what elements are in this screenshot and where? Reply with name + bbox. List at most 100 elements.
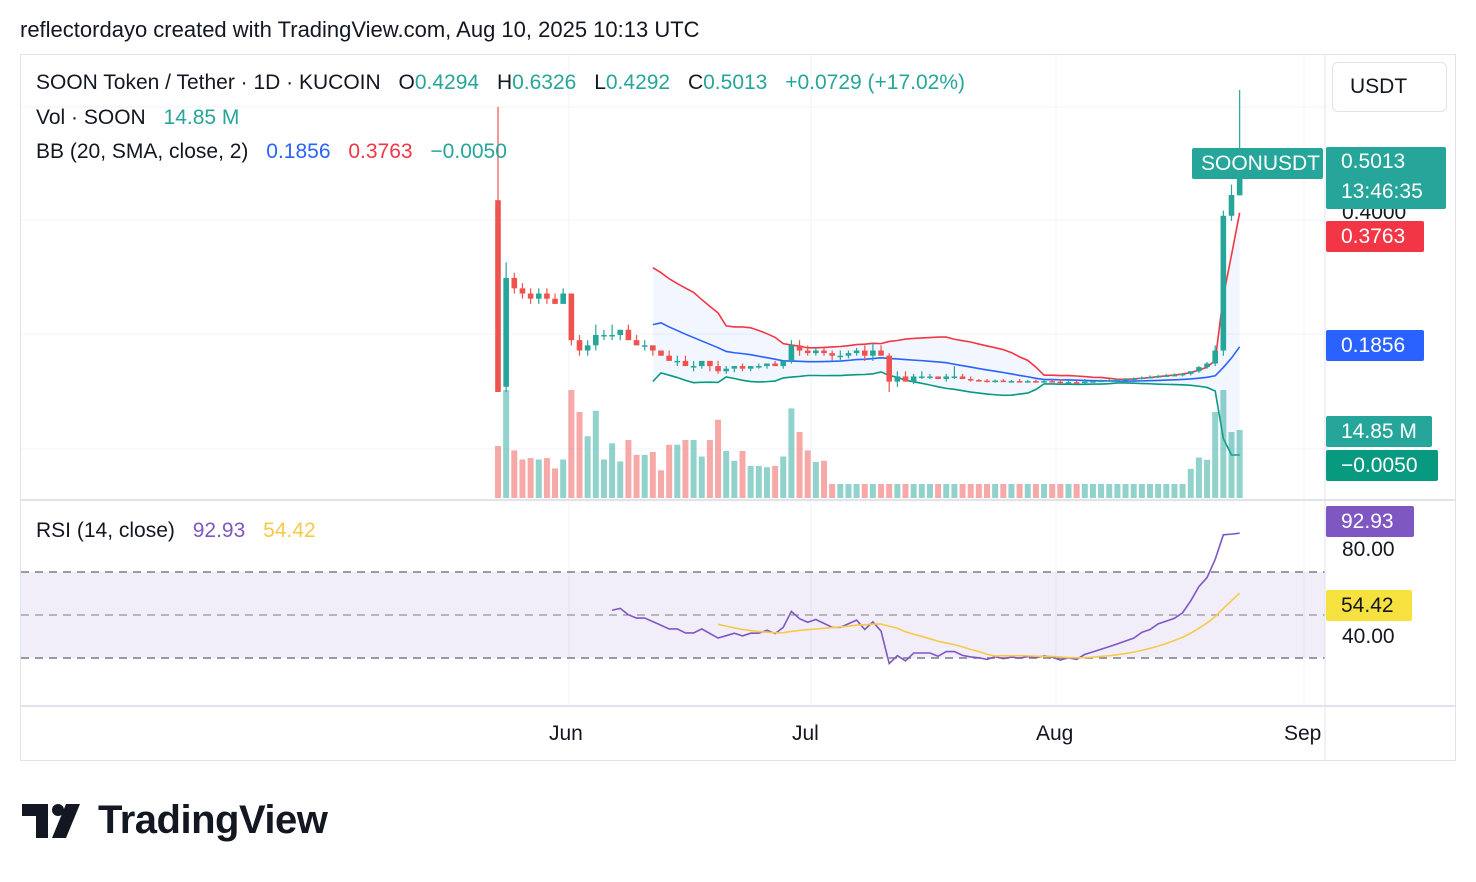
- volume-bar: [772, 466, 779, 498]
- volume-bar: [1098, 484, 1105, 498]
- candle-body: [935, 376, 941, 380]
- volume-bar: [1106, 484, 1113, 498]
- volume-bar: [959, 484, 966, 498]
- chart-frame: [20, 54, 1456, 761]
- volume-bar: [788, 408, 795, 498]
- candle-body: [1090, 381, 1096, 383]
- volume-bars: [495, 390, 1243, 498]
- candle-body: [992, 380, 998, 383]
- volume-bar: [837, 484, 844, 498]
- candle-body: [1147, 376, 1153, 379]
- candle-body: [756, 366, 762, 368]
- candle-body: [1171, 374, 1178, 377]
- last-price-label: 0.5013 13:46:35: [1326, 147, 1446, 209]
- tradingview-logo[interactable]: TradingView: [22, 798, 328, 843]
- last-price: 0.5013: [1341, 150, 1406, 173]
- volume-bar: [829, 484, 836, 498]
- legend-c-label: C: [687, 71, 704, 94]
- volume-bar: [666, 444, 673, 498]
- bb-upper-label: 0.3763: [1326, 221, 1424, 252]
- volume-bar: [1114, 484, 1121, 498]
- candle-body: [747, 366, 754, 369]
- candle-body: [861, 350, 868, 356]
- candle-body: [886, 355, 892, 382]
- axes: [21, 55, 1455, 760]
- volume-bar: [609, 443, 616, 498]
- legend-bb-basis: 0.1856: [266, 140, 331, 163]
- candle-body: [902, 376, 909, 382]
- volume-bar: [821, 460, 827, 498]
- volume-bar: [633, 454, 640, 498]
- candle-body: [951, 376, 958, 378]
- x-label-jun: Jun: [549, 722, 583, 745]
- volume-bar: [869, 484, 876, 498]
- volume-bar: [1155, 484, 1162, 498]
- volume-bar: [894, 484, 901, 498]
- volume-bar: [1171, 484, 1178, 498]
- volume-bar: [763, 467, 770, 498]
- x-label-sep: Sep: [1284, 722, 1322, 745]
- legend-volume: Vol · SOON 14.85 M: [36, 106, 239, 130]
- legend-ohlc: SOON Token / Tether · 1D · KUCOIN O0.429…: [36, 71, 965, 95]
- currency-button[interactable]: USDT: [1332, 62, 1447, 112]
- candle-body: [837, 355, 844, 358]
- legend-l-label: L: [594, 71, 606, 94]
- volume-bar: [1081, 484, 1088, 498]
- candle-body: [544, 293, 550, 299]
- volume-bar: [910, 484, 917, 498]
- rsi-lines: [611, 532, 1241, 666]
- legend-bb: BB (20, SMA, close, 2) 0.1856 0.3763 −0.…: [36, 140, 507, 164]
- volume-bar: [543, 458, 550, 498]
- legend-c-value: 0.5013: [703, 71, 768, 94]
- volume-bar: [918, 484, 925, 498]
- volume-bar: [845, 484, 852, 498]
- legend-change: +0.0729 (+17.02%): [785, 71, 966, 94]
- candle-body: [609, 334, 615, 337]
- volume-bar: [584, 436, 591, 498]
- candle-body: [919, 376, 925, 378]
- legend-symbol: SOON Token / Tether · 1D · KUCOIN: [36, 71, 381, 94]
- candle-body: [1049, 381, 1055, 383]
- candle-body: [593, 334, 599, 346]
- logo-text: TradingView: [98, 798, 328, 842]
- candlesticks: [495, 90, 1243, 392]
- rsi-40-label: 40.00: [1342, 625, 1395, 648]
- candle-body: [1212, 350, 1218, 364]
- bb-lower-label: −0.0050: [1326, 450, 1438, 481]
- bb-basis-label: 0.1856: [1326, 330, 1424, 361]
- rsi-ma-label: 54.42: [1326, 590, 1412, 621]
- attribution: reflectordayo created with TradingView.c…: [20, 17, 700, 42]
- legend-h-label: H: [496, 71, 513, 94]
- legend-vol-label: Vol · SOON: [36, 106, 146, 129]
- volume-bar: [804, 450, 811, 498]
- volume-bar: [649, 452, 656, 498]
- candle-body: [1187, 371, 1194, 374]
- volume-bar: [690, 440, 697, 498]
- candle-body: [601, 334, 607, 337]
- volume-bar: [943, 484, 950, 498]
- legend-bb-lower: −0.0050: [430, 140, 507, 163]
- volume-bar: [1057, 484, 1064, 498]
- candle-body: [650, 345, 656, 351]
- grid-lines: [21, 55, 1325, 706]
- volume-bar: [560, 459, 567, 498]
- volume-bar: [967, 484, 974, 498]
- volume-bar: [739, 450, 746, 498]
- candle-body: [845, 353, 852, 356]
- candle-body: [617, 329, 624, 335]
- volume-bar: [723, 450, 730, 498]
- volume-bar: [600, 459, 607, 498]
- candle-body: [943, 376, 950, 380]
- legend-rsi-ma: 54.42: [263, 519, 316, 542]
- candle-body: [731, 366, 738, 369]
- volume-bar: [641, 454, 648, 498]
- candle-body: [1000, 380, 1007, 383]
- volume-bar: [1130, 484, 1137, 498]
- volume-bar: [935, 484, 942, 498]
- volume-bar: [1032, 484, 1039, 498]
- tv-logo-icon: [22, 803, 80, 838]
- candle-body: [519, 288, 526, 294]
- candle-body: [690, 366, 697, 368]
- volume-bar: [1041, 484, 1048, 498]
